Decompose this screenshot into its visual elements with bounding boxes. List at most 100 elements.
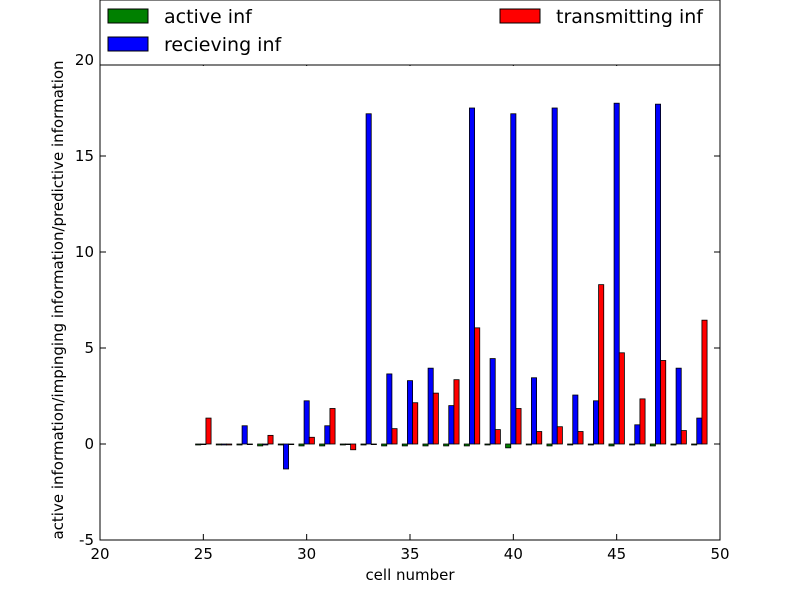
bar-active-inf-33	[360, 443, 367, 446]
bar-transmitting-inf-26	[226, 443, 233, 446]
bar-recieving-inf-26	[221, 443, 227, 446]
x-tick-label: 45	[607, 545, 626, 563]
y-tick-label: 5	[84, 339, 94, 357]
bar-recieving-inf-32	[345, 443, 351, 446]
bar-transmitting-inf-42	[556, 426, 563, 445]
bar-transmitting-inf-32	[350, 443, 357, 451]
x-tick-label: 20	[90, 545, 109, 563]
x-tick-label: 50	[710, 545, 729, 563]
bar-active-inf-27	[236, 443, 243, 446]
x-tick-label: 35	[400, 545, 419, 563]
bar-active-inf-48	[670, 443, 677, 446]
bar-active-inf-26	[215, 443, 222, 446]
bar-recieving-inf-42	[551, 107, 558, 445]
bars-group	[195, 102, 708, 470]
bar-recieving-inf-37	[448, 405, 455, 445]
bar-transmitting-inf-35	[412, 402, 419, 445]
bar-active-inf-49	[691, 443, 698, 446]
bar-recieving-inf-39	[489, 358, 496, 445]
bar-active-inf-43	[567, 443, 574, 446]
bar-transmitting-inf-27	[246, 443, 253, 446]
legend-swatch-transmitting-inf	[499, 8, 541, 24]
legend-label-active-inf: active inf	[164, 6, 253, 28]
bar-active-inf-44	[587, 443, 594, 446]
x-tick-label: 40	[504, 545, 523, 563]
bar-active-inf-41	[525, 443, 532, 446]
x-axis-label: cell number	[365, 566, 455, 584]
bar-transmitting-inf-40	[515, 408, 522, 445]
bar-transmitting-inf-25	[205, 417, 212, 445]
bar-recieving-inf-43	[572, 394, 579, 445]
bar-active-inf-36	[422, 443, 429, 447]
bar-recieving-inf-35	[407, 380, 413, 445]
bar-active-inf-35	[401, 443, 408, 447]
bar-recieving-inf-44	[593, 400, 599, 445]
bar-recieving-inf-28	[262, 443, 269, 446]
bar-recieving-inf-31	[324, 425, 331, 445]
legend-items: active inf recieving inf transmitting inf	[107, 6, 704, 56]
bar-recieving-inf-30	[303, 400, 310, 445]
bar-active-inf-32	[339, 443, 346, 446]
bar-recieving-inf-47	[655, 103, 661, 445]
bar-recieving-inf-45	[613, 102, 620, 445]
bar-transmitting-inf-48	[680, 430, 687, 445]
legend-label-transmitting-inf: transmitting inf	[556, 6, 704, 28]
bar-transmitting-inf-31	[329, 408, 336, 445]
y-tick-label: 10	[75, 243, 94, 261]
bar-transmitting-inf-39	[494, 429, 501, 445]
bar-recieving-inf-46	[634, 424, 641, 445]
bar-recieving-inf-41	[531, 377, 537, 445]
bar-recieving-inf-33	[365, 113, 372, 445]
bar-transmitting-inf-33	[370, 443, 377, 446]
bar-recieving-inf-27	[241, 425, 248, 445]
bar-recieving-inf-36	[427, 367, 434, 445]
bar-transmitting-inf-28	[267, 434, 274, 445]
bar-active-inf-40	[505, 443, 512, 449]
bar-transmitting-inf-47	[660, 360, 667, 445]
bar-active-inf-39	[484, 443, 491, 446]
bar-transmitting-inf-34	[391, 428, 398, 445]
y-tick-label: 0	[84, 435, 94, 453]
bar-active-inf-45	[608, 443, 615, 447]
bar-recieving-inf-49	[696, 417, 703, 445]
bar-transmitting-inf-38	[474, 327, 481, 445]
bar-active-inf-28	[257, 443, 264, 447]
legend-box	[99, 0, 721, 66]
legend-swatch-active-inf	[107, 8, 149, 24]
y-tick-label: 15	[75, 147, 94, 165]
bar-transmitting-inf-44	[598, 284, 605, 445]
y-tick-label: -5	[79, 531, 94, 549]
bar-recieving-inf-48	[675, 367, 682, 445]
legend-label-recieving-inf: recieving inf	[164, 34, 282, 56]
bar-active-inf-29	[277, 443, 284, 446]
legend-swatch-recieving-inf	[107, 36, 149, 52]
y-tick-label: 20	[75, 51, 94, 69]
bar-transmitting-inf-36	[432, 392, 439, 445]
x-tick-label: 30	[297, 545, 316, 563]
bar-recieving-inf-34	[386, 373, 393, 445]
bar-active-inf-30	[298, 443, 305, 447]
bar-active-inf-47	[649, 443, 656, 447]
bar-recieving-inf-25	[200, 443, 207, 446]
bar-transmitting-inf-49	[701, 319, 708, 445]
bar-active-inf-42	[546, 443, 553, 447]
bar-transmitting-inf-29	[288, 443, 295, 446]
bar-active-inf-46	[629, 443, 636, 446]
x-tick-label: 25	[194, 545, 213, 563]
bar-active-inf-25	[195, 443, 202, 446]
bar-active-inf-38	[463, 443, 470, 447]
bar-active-inf-34	[381, 443, 388, 447]
bar-transmitting-inf-43	[577, 431, 584, 445]
bar-transmitting-inf-45	[618, 352, 625, 445]
bar-transmitting-inf-46	[639, 398, 646, 445]
bar-transmitting-inf-41	[536, 431, 543, 445]
y-axis-label: active information/impinging information…	[49, 60, 67, 539]
bar-recieving-inf-38	[469, 107, 475, 445]
bar-active-inf-37	[443, 443, 450, 447]
bar-recieving-inf-40	[510, 113, 517, 445]
bar-recieving-inf-29	[283, 443, 289, 470]
bar-transmitting-inf-30	[308, 436, 315, 445]
bar-transmitting-inf-37	[453, 379, 460, 445]
